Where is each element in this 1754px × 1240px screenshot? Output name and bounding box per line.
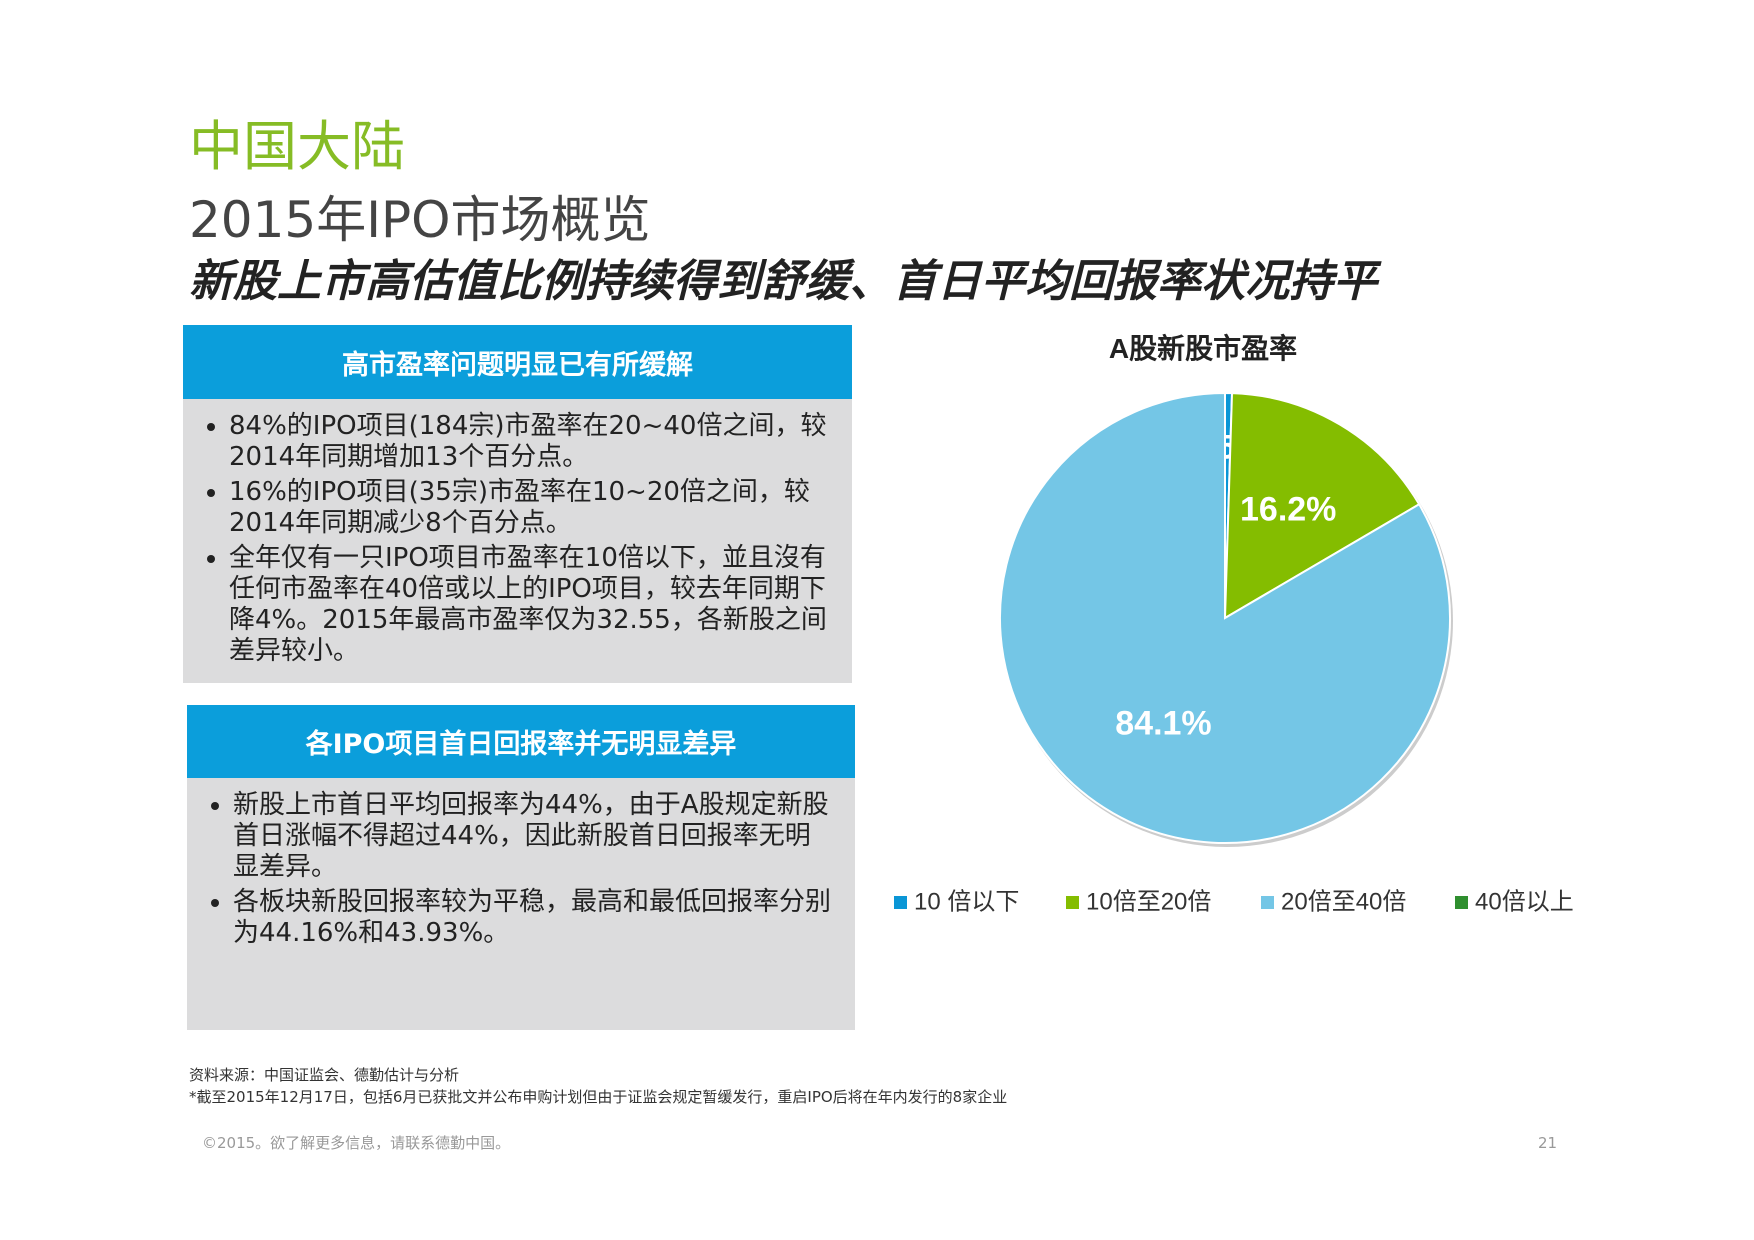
legend-swatch [1261,896,1274,909]
legend-swatch [894,896,907,909]
pie-slice [999,391,1451,844]
data-label: 84.1% [1115,704,1211,742]
legend-label: 40倍以上 [1475,888,1574,915]
box-body: 84%的IPO项目(184宗)市盈率在20~40倍之间，较2014年同期增加13… [183,399,852,683]
legend-label: 10倍至20倍 [1086,888,1211,915]
box-heading: 各IPO项目首日回报率并无明显差异 [187,705,855,778]
bullet: 84%的IPO项目(184宗)市盈率在20~40倍之间，较2014年同期增加13… [229,411,828,473]
note: *截至2015年12月17日，包括6月已获批文并公布申购计划但由于证监会规定暂缓… [189,1088,1008,1106]
bullet: 全年仅有一只IPO项目市盈率在10倍以下，並且沒有任何市盈率在40倍或以上的IP… [229,543,828,667]
title: 2015年IPO市场概览 [189,191,651,249]
chart-title: A股新股市盈率 [1109,332,1297,364]
data-label: 16.2% [1240,491,1336,529]
legend-swatch [1066,896,1079,909]
legend-swatch [1455,896,1468,909]
bullet: 新股上市首日平均回报率为44%，由于A股规定新股首日涨幅不得超过44%，因此新股… [233,790,831,883]
pie-slice [1223,392,1421,620]
region: 中国大陆 [189,115,405,178]
legend-label: 10 倍以下 [914,888,1019,915]
subtitle: 新股上市高估值比例持续得到舒缓、首日平均回报率状况持平 [189,256,1377,307]
bullet: 各板块新股回报率较为平稳，最高和最低回报率分别为44.16%和43.93%。 [233,887,831,949]
page-number: 21 [1538,1134,1558,1152]
box-heading: 高市盈率问题明显已有所缓解 [183,325,852,399]
box-body: 新股上市首日平均回报率为44%，由于A股规定新股首日涨幅不得超过44%，因此新股… [187,778,855,1030]
bullet: 16%的IPO项目(35宗)市盈率在10~20倍之间，较2014年同期减少8个百… [229,477,828,539]
pie-chart: A股新股市盈率 0.5%16.2%84.1%10 倍以下 10倍至20倍 20倍至4… [894,332,1574,915]
source: 资料来源：中国证监会、德勤估计与分析 [189,1066,460,1084]
legend-label: 20倍至40倍 [1281,888,1406,915]
copyright: ©2015。欲了解更多信息，请联系德勤中国。 [202,1134,511,1152]
